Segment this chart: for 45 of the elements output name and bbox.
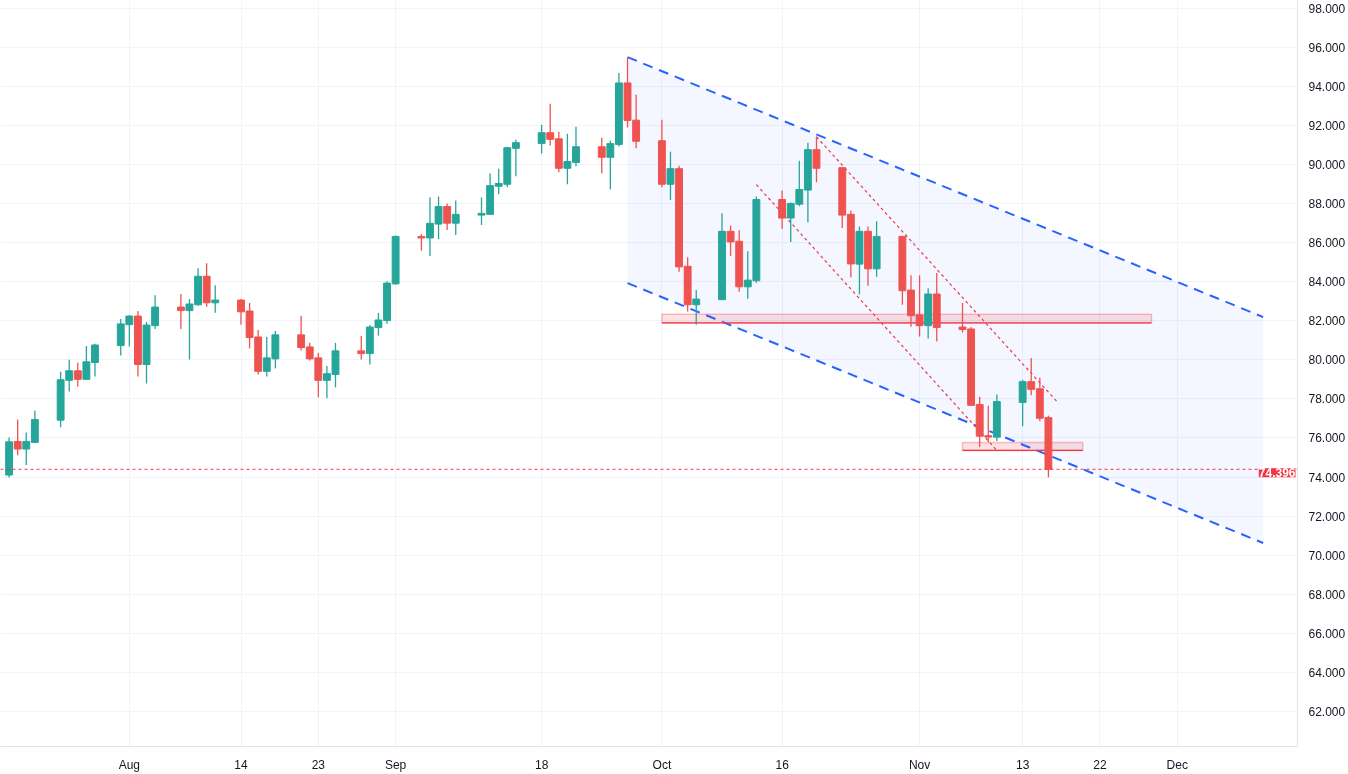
candlestick <box>451 199 460 236</box>
candlestick <box>812 135 821 183</box>
y-tick-label: 86.000 <box>1308 236 1346 251</box>
y-tick-label: 90.000 <box>1308 158 1346 173</box>
candlestick <box>13 418 22 456</box>
x-tick-label: Oct <box>652 757 672 772</box>
y-tick-label: 78.000 <box>1308 392 1346 407</box>
candlestick <box>537 124 546 155</box>
candlestick <box>597 137 606 174</box>
x-tick-label: Nov <box>908 757 931 772</box>
y-tick-label: 80.000 <box>1308 353 1346 368</box>
y-tick-label: 84.000 <box>1308 275 1346 290</box>
x-tick-label: 16 <box>775 757 790 772</box>
y-tick-label: 98.000 <box>1308 1 1346 16</box>
x-tick-label: Sep <box>384 757 407 772</box>
y-tick-label: 82.000 <box>1308 314 1346 329</box>
x-tick-label: Aug <box>118 757 141 772</box>
candlestick <box>211 284 220 314</box>
candlestick <box>73 362 82 388</box>
candlestick <box>443 202 452 231</box>
y-tick-label: 62.000 <box>1308 704 1346 719</box>
y-tick-label: 72.000 <box>1308 509 1346 524</box>
candlestick <box>778 189 787 230</box>
x-tick-label: 13 <box>1015 757 1030 772</box>
candlestick <box>666 151 675 201</box>
x-tick-label: 23 <box>311 757 326 772</box>
y-tick-label: 74.000 <box>1308 470 1346 485</box>
y-tick-label: 66.000 <box>1308 626 1346 641</box>
x-tick-label: 18 <box>534 757 549 772</box>
y-tick-label: 88.000 <box>1308 197 1346 212</box>
candlestick <box>692 289 701 326</box>
y-tick-label: 92.000 <box>1308 118 1346 133</box>
ref-line-label: 74.396 <box>1258 466 1296 481</box>
y-tick-label: 76.000 <box>1308 431 1346 446</box>
y-tick-label: 68.000 <box>1308 587 1346 602</box>
y-tick-label: 64.000 <box>1308 665 1346 680</box>
x-tick-label: 14 <box>234 757 248 772</box>
y-tick-label: 96.000 <box>1308 40 1346 55</box>
candlestick <box>357 335 366 361</box>
y-tick-label: 70.000 <box>1308 548 1346 563</box>
candlestick <box>176 293 185 330</box>
y-tick-label: 94.000 <box>1308 79 1346 94</box>
x-tick-label: Dec <box>1166 757 1188 772</box>
candlestick <box>1018 379 1027 427</box>
x-tick-label: 22 <box>1093 757 1107 772</box>
